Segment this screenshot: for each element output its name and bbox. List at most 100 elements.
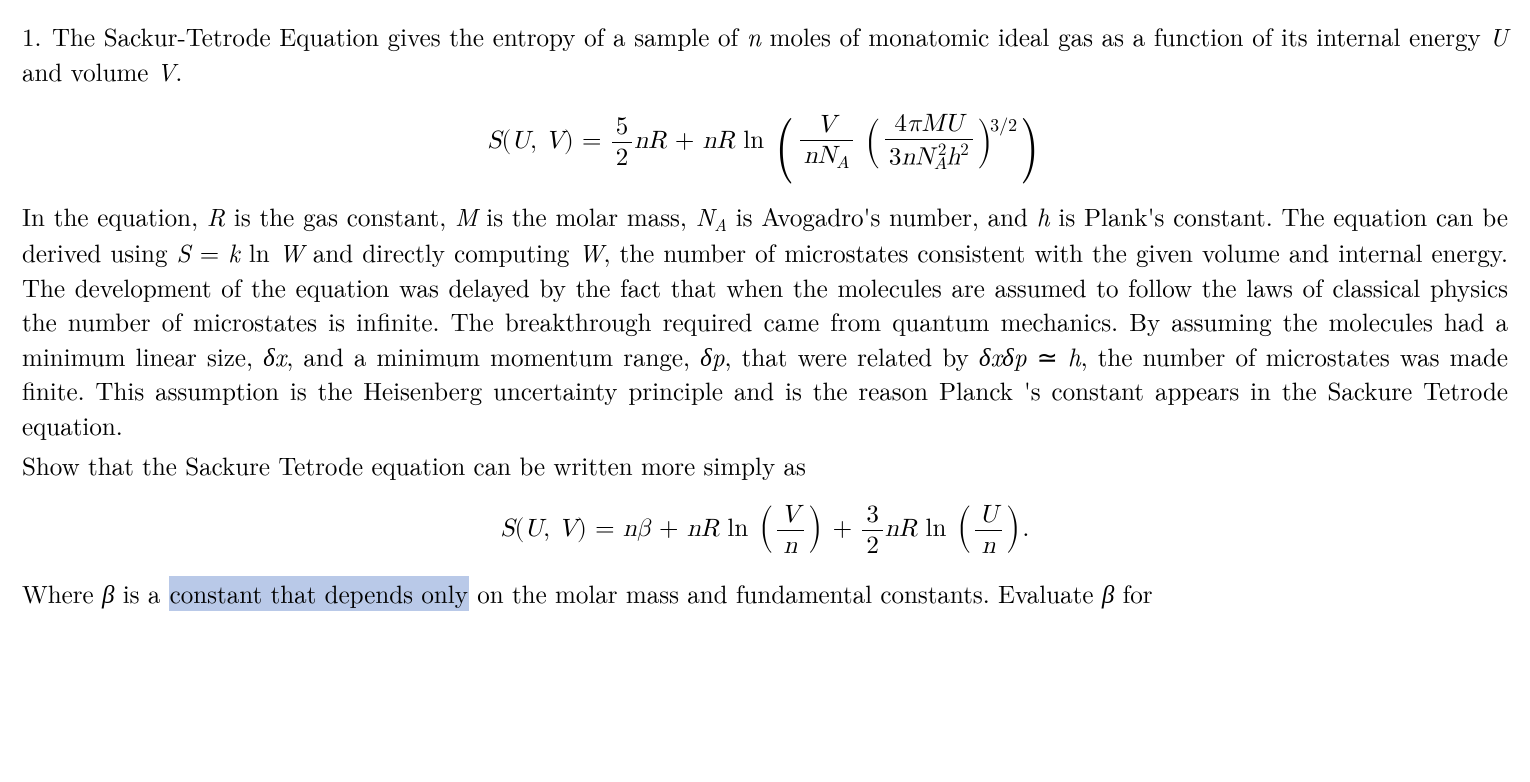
var-dx: δx xyxy=(263,339,286,374)
eq2-frac-32: 3 2 xyxy=(860,502,885,560)
eq1-inner-open: ( xyxy=(865,119,881,164)
eq2-close: ) xyxy=(577,516,587,541)
eq2-frac-Vn: V n xyxy=(775,502,806,560)
p1-text-b: moles of monatomic ideal gas as a functi… xyxy=(761,19,1489,54)
eq1-innum-pi: π xyxy=(907,111,922,136)
eq2-f1-num: V xyxy=(777,502,804,530)
eq1-inden: 3nNA2h2 xyxy=(885,139,973,174)
p2-a: In the equation, xyxy=(22,199,207,234)
var-W2: W xyxy=(579,235,604,270)
eq2-comma: , xyxy=(543,516,558,541)
eq2-n: n xyxy=(623,516,637,541)
equation-2: S(U, V) = nβ + nR ln ( V n ) + 3 2 nR ln… xyxy=(22,502,1508,560)
eq2-eq: = xyxy=(587,516,623,541)
var-R: R xyxy=(207,199,225,234)
highlighted-text: constant that depends only xyxy=(169,576,469,611)
var-NA-A: A xyxy=(714,212,727,236)
var-beta-2: β xyxy=(1102,576,1114,611)
paragraph-4: Where β is a constant that depends only … xyxy=(22,577,1508,612)
eq1-plus: + xyxy=(667,128,703,153)
p4-b: is a xyxy=(114,576,168,611)
eq2-S: S xyxy=(501,516,515,541)
eq1-nR2: nR xyxy=(703,128,735,153)
eq1-inner-close: ) xyxy=(977,119,993,164)
eq1-innum-4: 4 xyxy=(894,111,907,136)
eq2-plus1: + xyxy=(651,516,687,541)
var-V: V xyxy=(157,54,176,89)
problem-number: 1. xyxy=(22,20,52,55)
p2-b: is the gas constant, xyxy=(225,199,455,234)
eq1-inden-hsq: 2 xyxy=(960,142,969,159)
equation-1: S(U, V) = 5 2 nR + nR ln ( V nNA ( 4πMU … xyxy=(22,111,1508,174)
var-NA-N: N xyxy=(696,199,715,234)
eq1-frac-5-2-num: 5 xyxy=(612,114,633,142)
p2-c: is the molar mass, xyxy=(477,199,695,234)
eq1-fracV-den-A: A xyxy=(836,155,849,172)
eq2-nR2: nR xyxy=(885,516,917,541)
eq2-open: ( xyxy=(515,516,525,541)
eq1-bigclose: ) xyxy=(1020,111,1039,170)
eq1-frac-5-2: 5 2 xyxy=(610,114,635,172)
p2-i: , that were related by xyxy=(725,339,979,374)
eq1-V: V xyxy=(545,128,564,153)
var-S2: S xyxy=(177,235,191,270)
var-W: W xyxy=(279,235,304,270)
eq1-fracV-den: nNA xyxy=(800,140,853,173)
eq2-p1close: ) xyxy=(808,507,822,550)
page: 1.The Sackur-Tetrode Equation gives the … xyxy=(0,0,1530,612)
eq1-bigopen: ( xyxy=(776,111,795,170)
eq1-close: ) xyxy=(564,128,574,153)
eq2-nR1: nR xyxy=(687,516,719,541)
var-h: h xyxy=(1037,199,1050,234)
p2-d: is Avogadro's number, and xyxy=(727,199,1037,234)
var-dp: δp xyxy=(700,339,724,374)
eq1-ln: ln xyxy=(735,128,772,153)
p3-text: Show that the Sackure Tetrode equation c… xyxy=(22,448,806,483)
eq2-plus2: + xyxy=(824,516,860,541)
eq2-p1open: ( xyxy=(759,507,773,550)
p2-h2: , and a minimum momentum range, xyxy=(286,339,700,374)
eq1-open: ( xyxy=(501,128,511,153)
p4-c: on the molar mass and fundamental consta… xyxy=(469,576,1102,611)
eq2-f32-den: 2 xyxy=(862,530,883,559)
eq1-equals: = xyxy=(574,128,610,153)
p1-text-a: The Sackur-Tetrode Equation gives the en… xyxy=(52,19,747,54)
eq1-innum-MU: MU xyxy=(922,111,964,136)
eq1-nR: nR xyxy=(634,128,666,153)
eq2-f2-den: n xyxy=(975,530,1002,559)
eq1-fracV-num: V xyxy=(800,112,853,140)
eq1-comma: , xyxy=(530,128,545,153)
eq2-beta: β xyxy=(637,516,651,541)
eq1-inden-h: h xyxy=(946,145,960,170)
var-n: n xyxy=(747,19,761,54)
p2-sim: ≃ xyxy=(1027,339,1068,374)
eq1-U: U xyxy=(511,128,530,153)
eq2-ln1: ln xyxy=(719,516,756,541)
eq1-frac-5-2-den: 2 xyxy=(612,142,633,171)
eq2-V: V xyxy=(558,516,577,541)
eq1-fracV-den-nN: nN xyxy=(804,143,837,168)
eq1-S: S xyxy=(488,128,502,153)
p4-a: Where xyxy=(22,576,102,611)
eq2-p2close: ) xyxy=(1006,507,1020,550)
eq2-U: U xyxy=(524,516,543,541)
eq2-period: . xyxy=(1022,516,1029,541)
eq1-frac-V-nNA: V nNA xyxy=(798,112,855,173)
paragraph-3: Show that the Sackure Tetrode equation c… xyxy=(22,449,1508,484)
eq1-innum: 4πMU xyxy=(885,111,973,139)
p2-eq: = xyxy=(191,235,229,270)
p2-f: and directly computing xyxy=(304,235,579,270)
eq2-frac-Un: U n xyxy=(973,502,1004,560)
eq1-exponent: 3/2 xyxy=(990,114,1017,139)
eq2-ln2: ln xyxy=(917,516,954,541)
p1-text-c: and volume xyxy=(22,54,157,89)
eq2-f2-num: U xyxy=(975,502,1002,530)
var-beta: β xyxy=(102,576,114,611)
var-U: U xyxy=(1489,19,1508,54)
var-dxdp: δxδp xyxy=(979,339,1027,374)
var-k: k xyxy=(228,235,240,270)
p4-d: for xyxy=(1114,576,1152,611)
eq1-frac-inner: 4πMU 3nNA2h2 xyxy=(883,111,975,174)
eq1-inden-3: 3 xyxy=(889,145,902,170)
p1-text-d: . xyxy=(175,54,182,89)
